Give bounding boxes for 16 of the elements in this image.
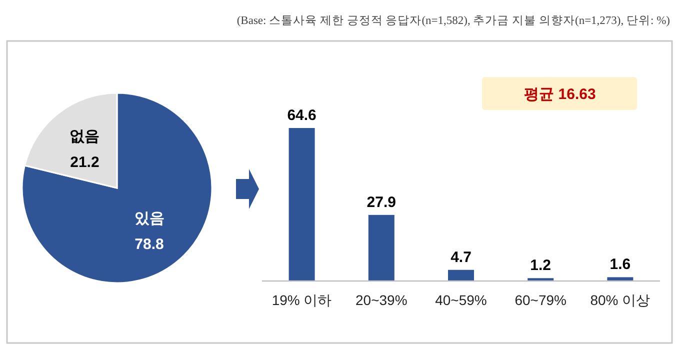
data-label: 1.2 — [530, 257, 552, 274]
x-tick-label: 19% 이하 — [272, 292, 332, 308]
text: 평균 16.63 — [524, 86, 596, 103]
data-label: 64.6 — [287, 107, 316, 124]
slice-label: 있음 — [134, 210, 164, 228]
data-label: 21.2 — [70, 154, 100, 171]
x-tick-label: 20~39% — [356, 292, 408, 308]
data-label: 27.9 — [366, 194, 396, 211]
data-label: 78.8 — [134, 236, 164, 254]
data-label: 1.6 — [610, 256, 631, 274]
x-tick-label: 80% 이상 — [590, 292, 650, 308]
slice-label: 없음 — [70, 128, 100, 145]
x-tick-label: 40~59% — [435, 292, 487, 308]
text: (Base: 스톨사육 제한 긍정적 응답자(n=1,582), 추가금 지불 의향자(n=1,273), 단위: %) — [236, 15, 670, 27]
data-label: 4.7 — [450, 248, 472, 266]
x-tick-label: 60~79% — [514, 292, 566, 308]
